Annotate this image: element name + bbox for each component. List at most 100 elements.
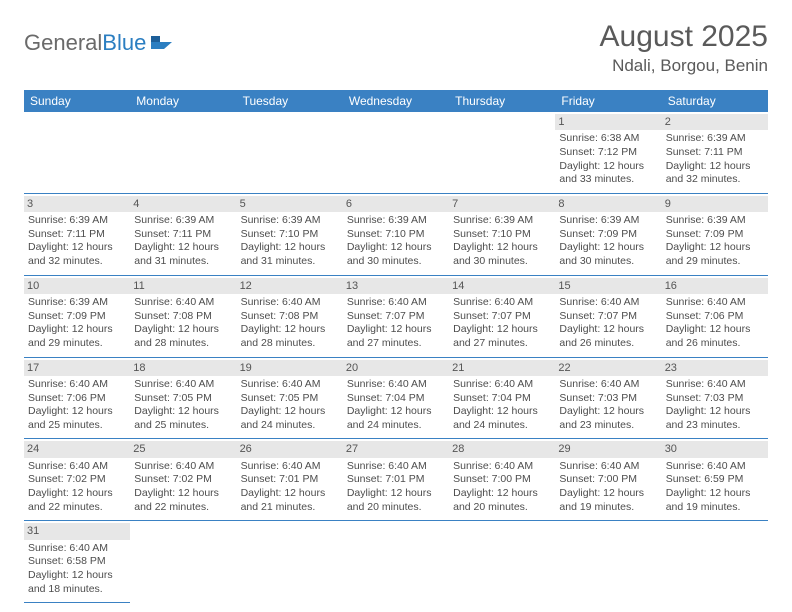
day-cell: 30 Sunrise: 6:40 AMSunset: 6:59 PMDayligh… xyxy=(662,439,768,521)
day-info: Sunrise: 6:39 AMSunset: 7:10 PMDaylight:… xyxy=(241,214,339,269)
calendar-row: 31Sunrise: 6:40 AMSunset: 6:58 PMDayligh… xyxy=(24,521,768,603)
daylight-line: Daylight: 12 hours and 19 minutes. xyxy=(559,487,657,514)
day-number: 8 xyxy=(555,196,661,212)
sunset-line: Sunset: 7:00 PM xyxy=(453,473,551,487)
day-number: 16 xyxy=(662,278,768,294)
sunset-line: Sunset: 7:04 PM xyxy=(347,392,445,406)
calendar-row: 3Sunrise: 6:39 AMSunset: 7:11 PMDaylight… xyxy=(24,193,768,275)
day-number: 9 xyxy=(662,196,768,212)
calendar-table: SundayMondayTuesdayWednesdayThursdayFrid… xyxy=(24,90,768,603)
sunrise-line: Sunrise: 6:39 AM xyxy=(453,214,551,228)
day-info: Sunrise: 6:40 AMSunset: 7:00 PMDaylight:… xyxy=(559,460,657,515)
day-cell: 18Sunrise: 6:40 AMSunset: 7:05 PMDayligh… xyxy=(130,357,236,439)
sunset-line: Sunset: 7:03 PM xyxy=(559,392,657,406)
day-number: 7 xyxy=(449,196,555,212)
day-info: Sunrise: 6:40 AMSunset: 7:02 PMDaylight:… xyxy=(134,460,232,515)
calendar-row: 17Sunrise: 6:40 AMSunset: 7:06 PMDayligh… xyxy=(24,357,768,439)
day-info: Sunrise: 6:40 AMSunset: 7:03 PMDaylight:… xyxy=(559,378,657,433)
sunset-line: Sunset: 7:00 PM xyxy=(559,473,657,487)
day-cell: 14Sunrise: 6:40 AMSunset: 7:07 PMDayligh… xyxy=(449,275,555,357)
daylight-line: Daylight: 12 hours and 20 minutes. xyxy=(347,487,445,514)
day-cell: 24Sunrise: 6:40 AMSunset: 7:02 PMDayligh… xyxy=(24,439,130,521)
empty-cell xyxy=(343,112,449,193)
sunrise-line: Sunrise: 6:40 AM xyxy=(28,542,126,556)
day-number: 21 xyxy=(449,360,555,376)
day-cell: 23Sunrise: 6:40 AMSunset: 7:03 PMDayligh… xyxy=(662,357,768,439)
sunrise-line: Sunrise: 6:39 AM xyxy=(241,214,339,228)
day-info: Sunrise: 6:40 AMSunset: 7:04 PMDaylight:… xyxy=(347,378,445,433)
empty-cell xyxy=(449,112,555,193)
day-cell: 28Sunrise: 6:40 AMSunset: 7:00 PMDayligh… xyxy=(449,439,555,521)
day-info: Sunrise: 6:40 AMSunset: 7:03 PMDaylight:… xyxy=(666,378,764,433)
day-info: Sunrise: 6:40 AMSunset: 7:04 PMDaylight:… xyxy=(453,378,551,433)
sunrise-line: Sunrise: 6:40 AM xyxy=(453,378,551,392)
weekday-header: Wednesday xyxy=(343,90,449,112)
page-title: August 2025 xyxy=(600,20,768,54)
day-info: Sunrise: 6:39 AMSunset: 7:09 PMDaylight:… xyxy=(666,214,764,269)
daylight-line: Daylight: 12 hours and 19 minutes. xyxy=(666,487,764,514)
sunrise-line: Sunrise: 6:40 AM xyxy=(347,378,445,392)
day-info: Sunrise: 6:40 AMSunset: 7:08 PMDaylight:… xyxy=(241,296,339,351)
day-cell: 1Sunrise: 6:38 AMSunset: 7:12 PMDaylight… xyxy=(555,112,661,193)
daylight-line: Daylight: 12 hours and 27 minutes. xyxy=(347,323,445,350)
day-cell: 7Sunrise: 6:39 AMSunset: 7:10 PMDaylight… xyxy=(449,193,555,275)
day-cell: 21 Sunrise: 6:40 AMSunset: 7:04 PMDayligh… xyxy=(449,357,555,439)
day-info: Sunrise: 6:39 AMSunset: 7:11 PMDaylight:… xyxy=(666,132,764,187)
daylight-line: Daylight: 12 hours and 23 minutes. xyxy=(666,405,764,432)
sunrise-line: Sunrise: 6:39 AM xyxy=(347,214,445,228)
day-number: 20 xyxy=(343,360,449,376)
daylight-line: Daylight: 12 hours and 24 minutes. xyxy=(453,405,551,432)
daylight-line: Daylight: 12 hours and 25 minutes. xyxy=(134,405,232,432)
sunset-line: Sunset: 7:09 PM xyxy=(666,228,764,242)
day-cell: 27Sunrise: 6:40 AMSunset: 7:01 PMDayligh… xyxy=(343,439,449,521)
sunrise-line: Sunrise: 6:39 AM xyxy=(28,214,126,228)
sunset-line: Sunset: 7:06 PM xyxy=(28,392,126,406)
day-cell: 13Sunrise: 6:40 AMSunset: 7:07 PMDayligh… xyxy=(343,275,449,357)
sunrise-line: Sunrise: 6:39 AM xyxy=(559,214,657,228)
sunrise-line: Sunrise: 6:38 AM xyxy=(559,132,657,146)
daylight-line: Daylight: 12 hours and 25 minutes. xyxy=(28,405,126,432)
calendar-body: 1Sunrise: 6:38 AMSunset: 7:12 PMDaylight… xyxy=(24,112,768,603)
sunset-line: Sunset: 7:11 PM xyxy=(134,228,232,242)
day-number: 25 xyxy=(130,441,236,457)
day-cell: 10Sunrise: 6:39 AMSunset: 7:09 PMDayligh… xyxy=(24,275,130,357)
sunrise-line: Sunrise: 6:40 AM xyxy=(134,460,232,474)
blank-cell xyxy=(130,521,236,603)
sunset-line: Sunset: 7:07 PM xyxy=(453,310,551,324)
sunset-line: Sunset: 7:08 PM xyxy=(134,310,232,324)
daylight-line: Daylight: 12 hours and 27 minutes. xyxy=(453,323,551,350)
weekday-header: Tuesday xyxy=(237,90,343,112)
sunset-line: Sunset: 7:03 PM xyxy=(666,392,764,406)
sunrise-line: Sunrise: 6:40 AM xyxy=(666,378,764,392)
day-info: Sunrise: 6:40 AMSunset: 7:07 PMDaylight:… xyxy=(559,296,657,351)
day-cell: 19Sunrise: 6:40 AMSunset: 7:05 PMDayligh… xyxy=(237,357,343,439)
empty-cell xyxy=(24,112,130,193)
blank-cell xyxy=(555,521,661,603)
day-info: Sunrise: 6:39 AMSunset: 7:11 PMDaylight:… xyxy=(134,214,232,269)
sunrise-line: Sunrise: 6:40 AM xyxy=(347,460,445,474)
day-info: Sunrise: 6:38 AMSunset: 7:12 PMDaylight:… xyxy=(559,132,657,187)
calendar-row: 1Sunrise: 6:38 AMSunset: 7:12 PMDaylight… xyxy=(24,112,768,193)
day-info: Sunrise: 6:40 AMSunset: 6:59 PMDaylight:… xyxy=(666,460,764,515)
sunset-line: Sunset: 7:04 PM xyxy=(453,392,551,406)
daylight-line: Daylight: 12 hours and 28 minutes. xyxy=(134,323,232,350)
daylight-line: Daylight: 12 hours and 24 minutes. xyxy=(241,405,339,432)
day-number: 13 xyxy=(343,278,449,294)
logo-part1: General xyxy=(24,30,102,56)
sunrise-line: Sunrise: 6:40 AM xyxy=(134,378,232,392)
day-info: Sunrise: 6:40 AMSunset: 6:58 PMDaylight:… xyxy=(28,542,126,597)
sunset-line: Sunset: 7:01 PM xyxy=(347,473,445,487)
day-info: Sunrise: 6:40 AMSunset: 7:02 PMDaylight:… xyxy=(28,460,126,515)
blank-cell xyxy=(237,521,343,603)
sunset-line: Sunset: 7:10 PM xyxy=(347,228,445,242)
day-number: 30 xyxy=(662,441,768,457)
daylight-line: Daylight: 12 hours and 18 minutes. xyxy=(28,569,126,596)
weekday-header: Friday xyxy=(555,90,661,112)
daylight-line: Daylight: 12 hours and 26 minutes. xyxy=(559,323,657,350)
day-number: 18 xyxy=(130,360,236,376)
daylight-line: Daylight: 12 hours and 20 minutes. xyxy=(453,487,551,514)
day-number: 2 xyxy=(662,114,768,130)
daylight-line: Daylight: 12 hours and 22 minutes. xyxy=(28,487,126,514)
sunrise-line: Sunrise: 6:40 AM xyxy=(559,296,657,310)
empty-cell xyxy=(237,112,343,193)
